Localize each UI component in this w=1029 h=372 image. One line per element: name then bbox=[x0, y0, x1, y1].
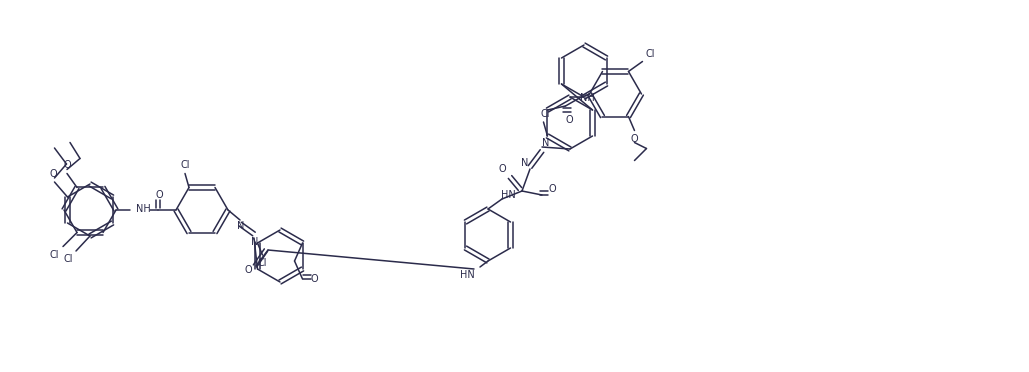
Text: O: O bbox=[311, 274, 318, 284]
Text: Cl: Cl bbox=[63, 254, 73, 264]
Text: N: N bbox=[238, 221, 245, 231]
Text: Cl: Cl bbox=[540, 109, 551, 119]
Text: O: O bbox=[566, 115, 573, 125]
Text: Cl: Cl bbox=[180, 160, 189, 170]
Text: O: O bbox=[49, 169, 58, 179]
Text: N: N bbox=[542, 138, 549, 148]
Text: O: O bbox=[244, 265, 252, 275]
Text: N: N bbox=[522, 158, 529, 168]
Text: O: O bbox=[631, 134, 638, 144]
Text: NH: NH bbox=[580, 93, 595, 103]
Text: N: N bbox=[251, 237, 258, 247]
Text: HN: HN bbox=[460, 270, 474, 280]
Text: Cl: Cl bbox=[257, 258, 268, 268]
Text: O: O bbox=[63, 160, 71, 170]
Text: HN: HN bbox=[501, 190, 516, 200]
Text: O: O bbox=[548, 184, 556, 194]
Text: O: O bbox=[498, 164, 506, 174]
Text: O: O bbox=[155, 190, 163, 200]
Text: Cl: Cl bbox=[49, 250, 59, 260]
Text: NH: NH bbox=[136, 204, 151, 214]
Text: Cl: Cl bbox=[646, 49, 655, 60]
